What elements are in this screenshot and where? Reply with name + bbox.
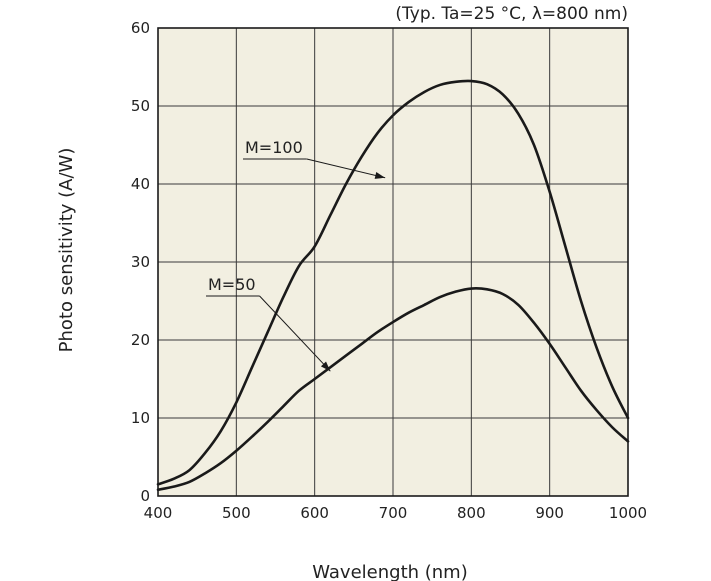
x-tick-label: 600 (300, 504, 329, 522)
series-label-m100: M=100 (245, 138, 303, 157)
y-tick-label: 30 (131, 253, 150, 271)
leader-m100 (306, 158, 386, 179)
series-line-m50 (156, 287, 630, 492)
tick-labels: 400 500 600 700 800 900 1000 0 10 20 30 40 50 60 (131, 19, 647, 522)
series-line-m100 (156, 79, 630, 486)
x-tick-label: 900 (535, 504, 564, 522)
x-tick-label: 700 (379, 504, 408, 522)
x-tick-label: 800 (457, 504, 486, 522)
y-tick-label: 20 (131, 331, 150, 349)
leader-m100-arrowhead (374, 172, 386, 179)
x-tick-label: 500 (222, 504, 251, 522)
chart-subtitle: (Typ. Ta=25 °C, λ=800 nm) (395, 4, 628, 24)
plot-frame (157, 27, 629, 497)
leader-m50 (259, 295, 331, 372)
leader-m50-arrowhead (320, 361, 331, 372)
leader-lines (206, 158, 386, 372)
y-tick-label: 50 (131, 97, 150, 115)
y-axis-title: Photo sensitivity (A/W) (56, 148, 77, 353)
x-tick-label: 1000 (609, 504, 647, 522)
y-tick-label: 60 (131, 19, 150, 37)
grid (158, 28, 628, 496)
y-tick-label: 0 (140, 487, 150, 505)
x-tick-label: 400 (144, 504, 173, 522)
x-axis-title: Wavelength (nm) (312, 562, 468, 581)
series-layer (156, 79, 630, 492)
series-label-m50: M=50 (208, 275, 256, 294)
y-tick-label: 10 (131, 409, 150, 427)
y-tick-label: 40 (131, 175, 150, 193)
